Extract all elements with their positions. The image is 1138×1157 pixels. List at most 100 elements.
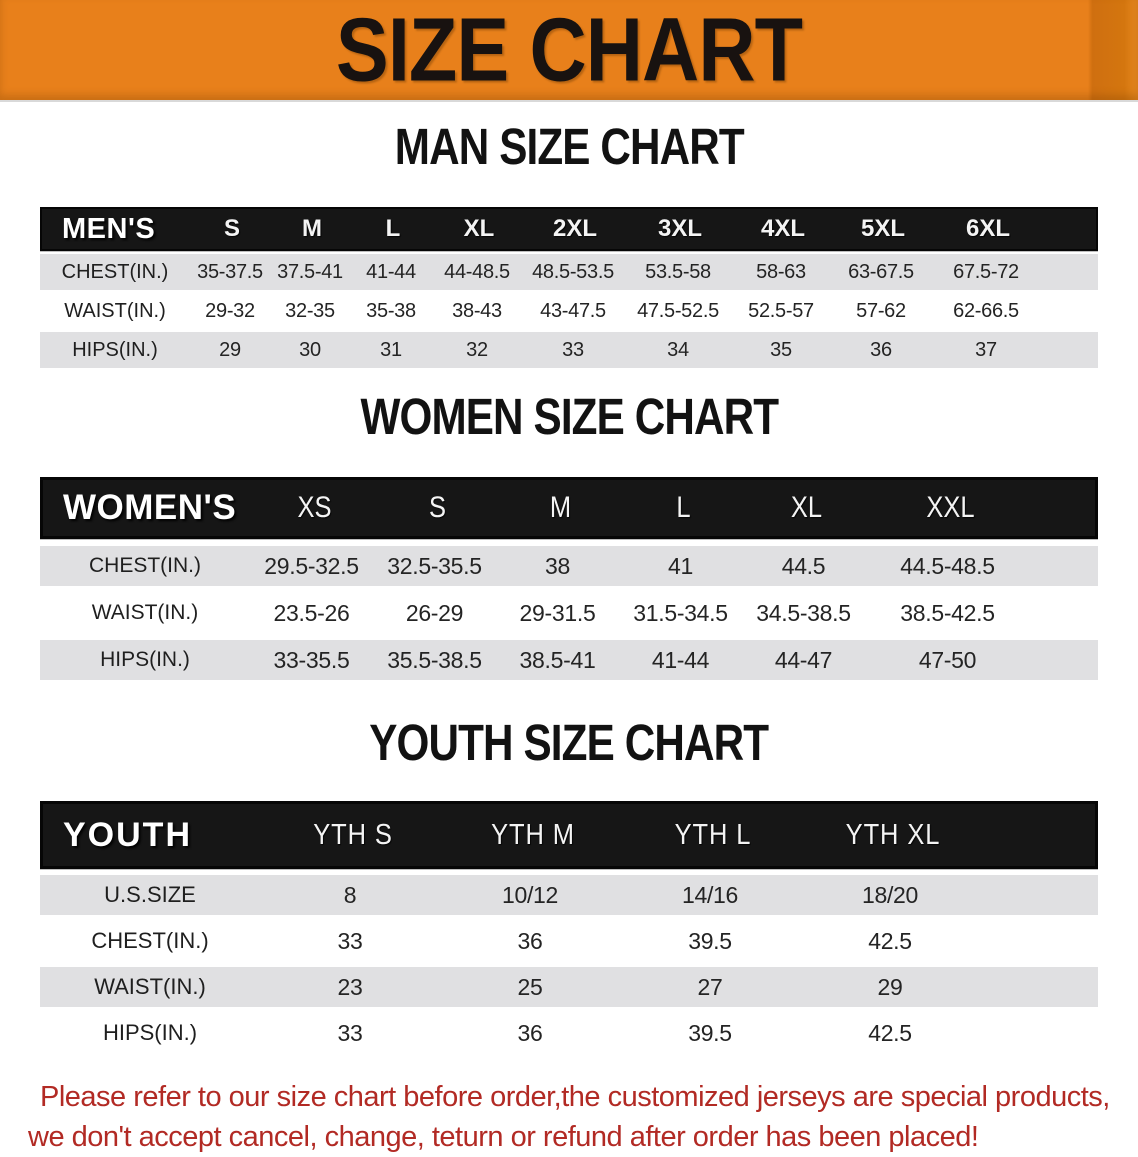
- womens-size-table: WOMEN'S XS S M L XL XXL CHEST(IN.) 29.5-32.5 32.5…: [40, 477, 1098, 680]
- measurement-row-label: WAIST(IN.): [91, 601, 199, 624]
- womens-table-header-row: WOMEN'S XS S M L XL XXL: [40, 477, 1098, 539]
- size-value-cell: 30: [299, 338, 321, 361]
- youth-table-title-cell: YOUTH: [63, 815, 192, 854]
- measurement-row-label: CHEST(IN.): [91, 928, 209, 953]
- disclaimer-line-1: Please refer to our size chart before or…: [40, 1081, 1110, 1113]
- youth-row-chest-in: CHEST(IN.) 33 36 39.5 42.5: [40, 921, 1098, 961]
- size-value-cell: 14/16: [681, 881, 739, 908]
- size-value-cell: 23: [337, 973, 363, 1000]
- womens-table-title-cell: WOMEN'S: [63, 488, 237, 527]
- measurement-row-label: CHEST(IN.): [61, 260, 169, 283]
- size-value-cell: 33: [337, 1019, 363, 1046]
- mens-size-table: MEN'S S M L XL 2XL 3XL 4XL 5XL 6XL CHEST(IN.) 35-37…: [40, 207, 1098, 368]
- size-column-header: YTH S: [313, 818, 393, 851]
- youth-row-waist-in: WAIST(IN.) 23 25 27 29: [40, 967, 1098, 1007]
- size-value-cell: 32.5-35.5: [387, 552, 482, 579]
- size-value-cell: 37.5-41: [277, 260, 343, 283]
- size-column-header: YTH M: [491, 818, 575, 851]
- measurement-row-label: HIPS(IN.): [102, 1020, 198, 1045]
- size-value-cell: 41: [668, 552, 693, 579]
- size-value-cell: 57-62: [856, 299, 906, 322]
- womens-row-waist-in: WAIST(IN.) 23.5-26 26-29 29-31.5 31.5-34.5 34…: [40, 593, 1098, 633]
- mens-row-hips-in: HIPS(IN.) 29 30 31 32 33 34 35 36 37: [40, 332, 1098, 368]
- size-column-header: YTH L: [674, 818, 752, 851]
- size-value-cell: 44-47: [774, 646, 833, 673]
- size-column-header: M: [302, 215, 322, 242]
- size-column-header: 3XL: [657, 215, 702, 242]
- size-value-cell: 36: [870, 338, 892, 361]
- size-value-cell: 32: [466, 338, 488, 361]
- size-value-cell: 67.5-72: [953, 260, 1019, 283]
- size-value-cell: 63-67.5: [848, 260, 914, 283]
- mens-row-waist-in: WAIST(IN.) 29-32 32-35 35-38 38-43 43-47.5 47.…: [40, 293, 1098, 329]
- size-value-cell: 62-66.5: [953, 299, 1019, 322]
- size-value-cell: 42.5: [868, 1019, 912, 1046]
- size-value-cell: 34: [667, 338, 689, 361]
- size-value-cell: 35.5-38.5: [387, 646, 482, 673]
- size-column-header: 4XL: [760, 215, 805, 242]
- size-value-cell: 26-29: [405, 599, 464, 626]
- man-section-heading: MAN SIZE CHART: [0, 119, 1138, 183]
- size-value-cell: 18/20: [861, 881, 919, 908]
- size-value-cell: 37: [975, 338, 997, 361]
- size-value-cell: 32-35: [285, 299, 335, 322]
- youth-table-header-row: YOUTH YTH S YTH M YTH L YTH XL: [40, 801, 1098, 869]
- size-column-header: L: [676, 491, 691, 524]
- size-value-cell: 10/12: [501, 881, 559, 908]
- size-value-cell: 44-48.5: [444, 260, 510, 283]
- size-value-cell: 44.5: [781, 552, 826, 579]
- size-value-cell: 38-43: [452, 299, 502, 322]
- size-column-header: 2XL: [552, 215, 597, 242]
- size-value-cell: 29-31.5: [519, 599, 596, 626]
- banner-title: SIZE CHART: [335, 0, 803, 100]
- size-value-cell: 35-38: [366, 299, 416, 322]
- size-value-cell: 31: [380, 338, 402, 361]
- order-disclaimer: Please refer to our size chart before or…: [28, 1077, 1138, 1157]
- size-column-header: S: [428, 491, 446, 524]
- size-value-cell: 34.5-38.5: [756, 599, 851, 626]
- size-value-cell: 33: [337, 927, 363, 954]
- measurement-row-label: WAIST(IN.): [64, 299, 166, 322]
- size-value-cell: 35: [770, 338, 792, 361]
- youth-size-table: YOUTH YTH S YTH M YTH L YTH XL U.S.SIZE 8 10/12…: [40, 801, 1098, 1053]
- measurement-row-label: HIPS(IN.): [72, 338, 158, 361]
- size-value-cell: 44.5-48.5: [900, 552, 995, 579]
- size-value-cell: 33-35.5: [273, 646, 350, 673]
- size-value-cell: 48.5-53.5: [532, 260, 614, 283]
- size-column-header: XL: [790, 491, 823, 524]
- measurement-row-label: WAIST(IN.): [94, 974, 206, 999]
- size-column-header: XL: [463, 215, 495, 242]
- size-column-header: M: [549, 491, 572, 524]
- women-section-heading: WOMEN SIZE CHART: [0, 389, 1138, 453]
- size-value-cell: 25: [517, 973, 543, 1000]
- measurement-row-label: HIPS(IN.): [100, 648, 190, 671]
- size-value-cell: 39.5: [688, 1019, 732, 1046]
- measurement-row-label: U.S.SIZE: [104, 882, 196, 907]
- measurement-row-label: CHEST(IN.): [89, 554, 201, 577]
- women-section-heading-text: WOMEN SIZE CHART: [360, 389, 779, 446]
- size-column-header: S: [223, 215, 240, 242]
- size-column-header: XXL: [926, 491, 975, 524]
- size-column-header: XS: [297, 491, 332, 524]
- youth-row-hips-in: HIPS(IN.) 33 36 39.5 42.5: [40, 1013, 1098, 1053]
- size-value-cell: 43-47.5: [540, 299, 606, 322]
- size-value-cell: 52.5-57: [748, 299, 814, 322]
- size-value-cell: 23.5-26: [273, 599, 350, 626]
- womens-row-hips-in: HIPS(IN.) 33-35.5 35.5-38.5 38.5-41 41-44 44-…: [40, 640, 1098, 680]
- size-value-cell: 58-63: [756, 260, 806, 283]
- size-value-cell: 29-32: [205, 299, 255, 322]
- womens-row-chest-in: CHEST(IN.) 29.5-32.5 32.5-35.5 38 41 44.5 44.5…: [40, 546, 1098, 586]
- size-value-cell: 29: [219, 338, 241, 361]
- size-value-cell: 47.5-52.5: [637, 299, 719, 322]
- man-section-heading-text: MAN SIZE CHART: [394, 119, 744, 176]
- disclaimer-line-2: we don't accept cancel, change, teturn o…: [28, 1121, 979, 1153]
- size-value-cell: 38: [545, 552, 570, 579]
- size-value-cell: 33: [562, 338, 584, 361]
- size-value-cell: 35-37.5: [197, 260, 263, 283]
- youth-section-heading: YOUTH SIZE CHART: [0, 718, 1138, 779]
- size-value-cell: 29.5-32.5: [264, 552, 359, 579]
- size-value-cell: 41-44: [366, 260, 416, 283]
- size-column-header: L: [385, 215, 401, 242]
- size-column-header: 5XL: [860, 215, 905, 242]
- size-value-cell: 39.5: [688, 927, 732, 954]
